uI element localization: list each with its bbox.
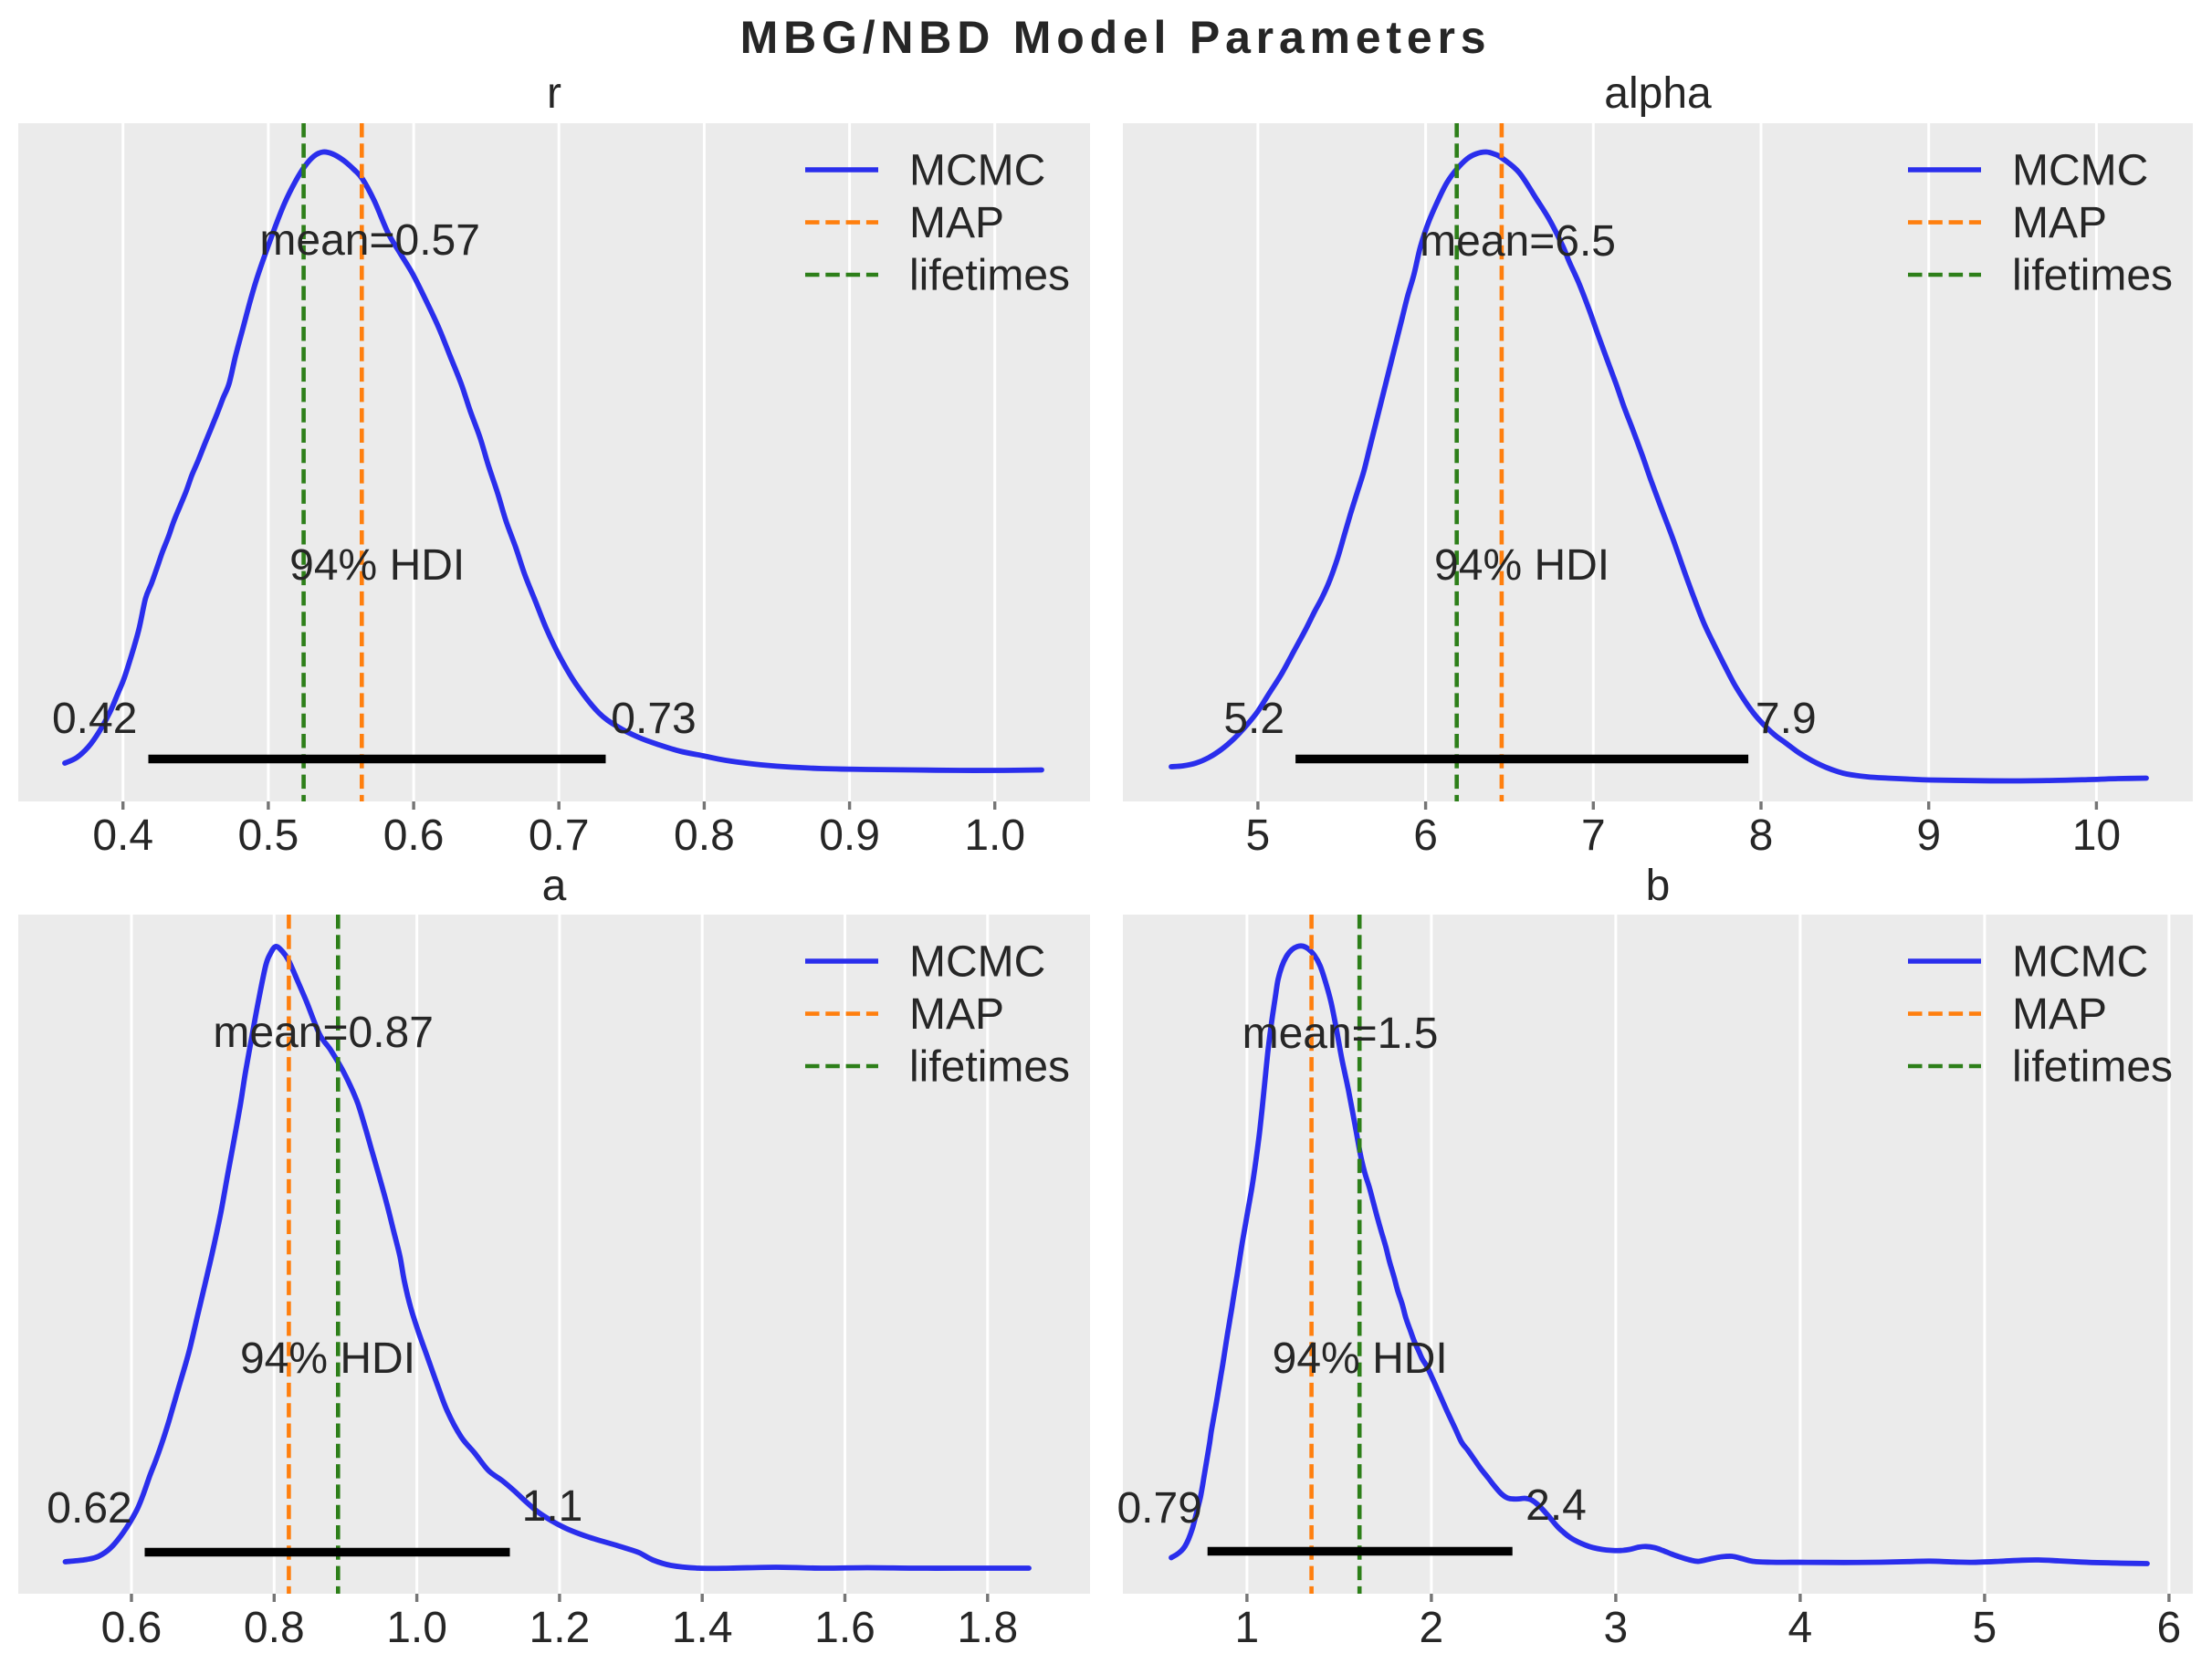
svg-text:mean=0.57: mean=0.57 bbox=[259, 216, 480, 265]
svg-text:0.79: 0.79 bbox=[1116, 1484, 1201, 1533]
svg-text:lifetimes: lifetimes bbox=[909, 252, 1070, 300]
svg-text:lifetimes: lifetimes bbox=[909, 1043, 1070, 1092]
svg-text:3: 3 bbox=[1604, 1604, 1629, 1652]
svg-text:mean=0.87: mean=0.87 bbox=[213, 1009, 434, 1057]
svg-text:10: 10 bbox=[2072, 811, 2121, 860]
svg-text:0.8: 0.8 bbox=[674, 811, 735, 860]
svg-text:5: 5 bbox=[1973, 1604, 1997, 1652]
svg-text:MAP: MAP bbox=[2012, 990, 2107, 1039]
svg-text:94% HDI: 94% HDI bbox=[289, 541, 465, 590]
svg-text:6: 6 bbox=[2157, 1604, 2182, 1652]
svg-text:0.6: 0.6 bbox=[383, 811, 445, 860]
svg-text:0.62: 0.62 bbox=[47, 1484, 131, 1533]
svg-text:1: 1 bbox=[1235, 1604, 1260, 1652]
svg-text:mean=1.5: mean=1.5 bbox=[1242, 1010, 1439, 1058]
svg-text:mean=6.5: mean=6.5 bbox=[1420, 217, 1616, 266]
svg-text:0.8: 0.8 bbox=[244, 1604, 305, 1652]
svg-text:MCMC: MCMC bbox=[909, 147, 1045, 195]
svg-text:1.6: 1.6 bbox=[814, 1604, 875, 1652]
svg-text:MBG/NBD Model Parameters: MBG/NBD Model Parameters bbox=[740, 12, 1492, 63]
svg-text:2: 2 bbox=[1420, 1604, 1444, 1652]
svg-text:4: 4 bbox=[1788, 1604, 1813, 1652]
svg-text:MCMC: MCMC bbox=[2012, 147, 2148, 195]
svg-text:MCMC: MCMC bbox=[909, 938, 1045, 987]
svg-text:7: 7 bbox=[1581, 811, 1606, 860]
svg-text:alpha: alpha bbox=[1604, 69, 1712, 118]
svg-text:9: 9 bbox=[1916, 811, 1941, 860]
svg-text:0.9: 0.9 bbox=[819, 811, 880, 860]
svg-text:2.4: 2.4 bbox=[1525, 1481, 1587, 1530]
svg-text:0.73: 0.73 bbox=[611, 695, 696, 743]
svg-text:MAP: MAP bbox=[2012, 199, 2107, 247]
svg-text:0.6: 0.6 bbox=[101, 1604, 162, 1652]
svg-text:6: 6 bbox=[1413, 811, 1438, 860]
svg-text:lifetimes: lifetimes bbox=[2012, 1043, 2173, 1092]
svg-text:b: b bbox=[1646, 862, 1671, 910]
svg-text:7.9: 7.9 bbox=[1756, 695, 1817, 743]
svg-text:1.0: 1.0 bbox=[964, 811, 1025, 860]
svg-text:MAP: MAP bbox=[909, 199, 1004, 247]
svg-text:5.2: 5.2 bbox=[1223, 695, 1284, 743]
svg-text:lifetimes: lifetimes bbox=[2012, 252, 2173, 300]
svg-text:r: r bbox=[547, 69, 561, 118]
svg-text:94% HDI: 94% HDI bbox=[1273, 1334, 1448, 1383]
svg-text:1.4: 1.4 bbox=[672, 1604, 733, 1652]
svg-text:94% HDI: 94% HDI bbox=[1434, 541, 1609, 590]
svg-text:1.0: 1.0 bbox=[386, 1604, 447, 1652]
svg-text:1.2: 1.2 bbox=[529, 1604, 591, 1652]
svg-text:a: a bbox=[542, 862, 567, 910]
svg-text:0.4: 0.4 bbox=[92, 811, 153, 860]
svg-text:MCMC: MCMC bbox=[2012, 938, 2148, 987]
svg-text:8: 8 bbox=[1749, 811, 1774, 860]
svg-text:5: 5 bbox=[1246, 811, 1271, 860]
svg-text:0.7: 0.7 bbox=[529, 811, 590, 860]
svg-text:1.1: 1.1 bbox=[522, 1482, 583, 1531]
svg-text:0.42: 0.42 bbox=[52, 695, 137, 743]
svg-text:1.8: 1.8 bbox=[957, 1604, 1018, 1652]
svg-text:0.5: 0.5 bbox=[238, 811, 299, 860]
svg-text:94% HDI: 94% HDI bbox=[240, 1334, 415, 1383]
svg-text:MAP: MAP bbox=[909, 990, 1004, 1039]
